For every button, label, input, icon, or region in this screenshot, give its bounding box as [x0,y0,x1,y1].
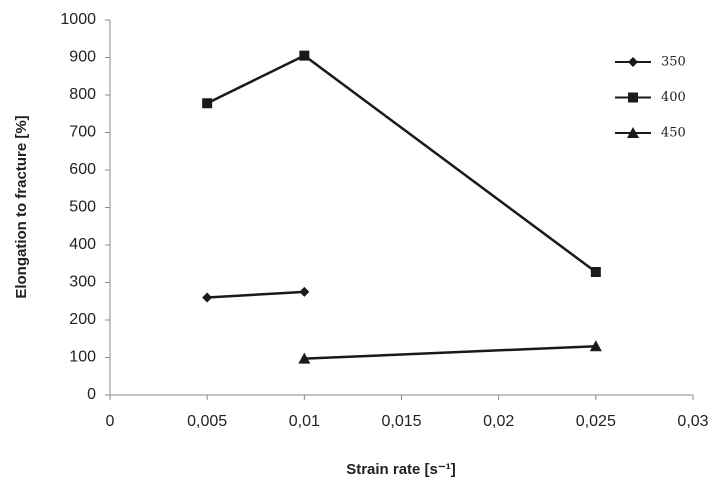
x-tick-label: 0 [106,413,115,430]
marker [628,57,638,67]
y-tick-label: 100 [69,349,96,366]
y-tick-label: 1000 [60,11,96,28]
y-axis-label: Elongation to fracture [%] [13,115,30,298]
series-line [304,345,596,360]
y-tick-label: 300 [69,274,96,291]
marker [299,286,310,297]
y-tick-label: 500 [69,199,96,216]
legend-label: 350 [661,55,686,70]
series-line [207,290,305,299]
x-tick-label: 0,03 [677,413,708,430]
marker [299,50,310,61]
x-axis-label: Strain rate [s⁻¹] [346,461,456,478]
y-tick-label: 900 [69,49,96,66]
marker [627,127,639,138]
marker [202,292,213,303]
x-tick-label: 0,005 [187,413,227,430]
marker [298,352,311,364]
y-tick-label: 400 [69,236,96,253]
marker [628,92,638,103]
marker [589,340,602,352]
y-tick-label: 200 [69,311,96,328]
y-tick-label: 800 [69,86,96,103]
legend-label: 400 [661,90,686,105]
series-line [206,54,597,274]
y-tick-label: 0 [87,386,96,403]
x-tick-label: 0,02 [483,413,514,430]
x-tick-label: 0,01 [289,413,320,430]
y-tick-label: 600 [69,161,96,178]
marker [590,267,601,277]
marker [202,98,213,109]
x-tick-label: 0,015 [381,413,421,430]
x-tick-label: 0,025 [576,413,616,430]
legend-label: 450 [661,126,686,141]
y-tick-label: 700 [69,124,96,141]
